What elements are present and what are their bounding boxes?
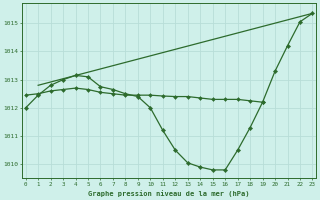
X-axis label: Graphe pression niveau de la mer (hPa): Graphe pression niveau de la mer (hPa) <box>88 190 250 197</box>
